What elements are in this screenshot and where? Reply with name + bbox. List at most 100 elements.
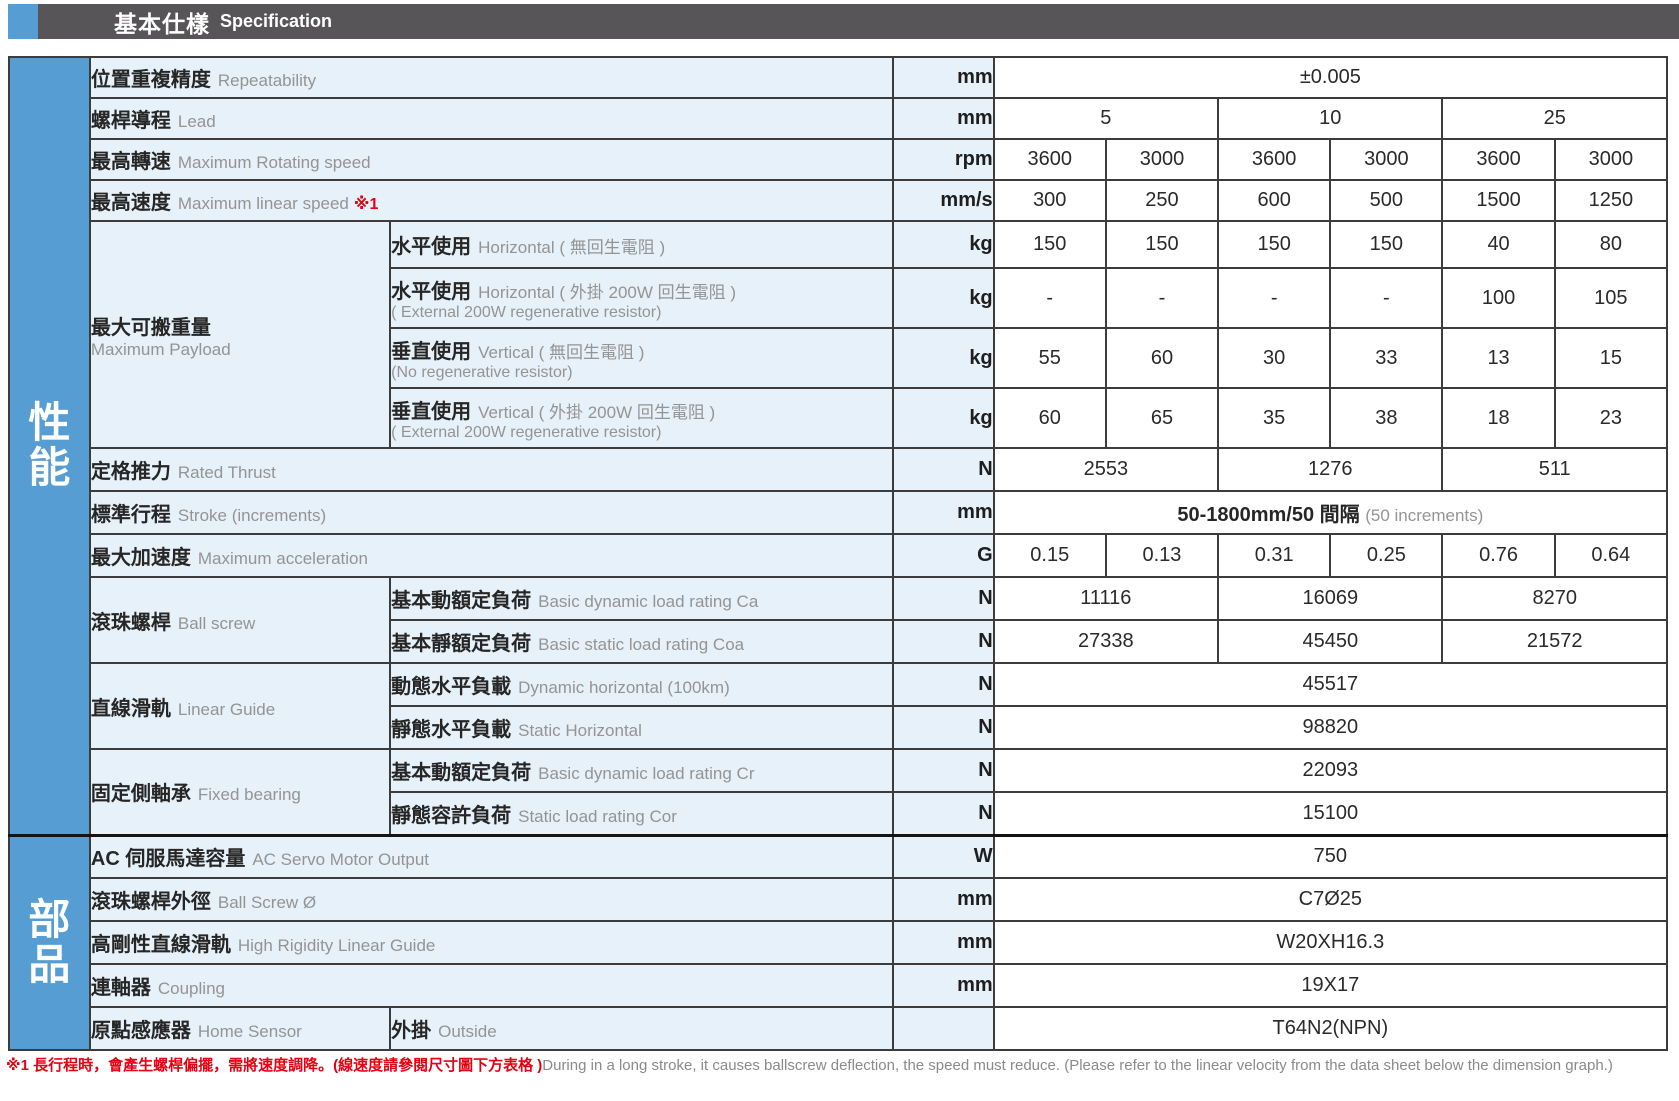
value-cell: 11116 xyxy=(992,576,1220,621)
row-label-max-speed: 最高速度 Maximum linear speed ※1 xyxy=(88,179,894,222)
value-cell: 23 xyxy=(1553,387,1669,449)
value-cell: 3000 xyxy=(1104,138,1220,181)
value-cell: T64N2(NPN) xyxy=(992,1006,1669,1051)
table-row: 最大可搬重量 Maximum Payload 水平使用 Horizontal ( … xyxy=(9,220,1669,449)
unit-cell: N xyxy=(891,791,995,836)
value-cell: 0.25 xyxy=(1329,533,1444,578)
label-en: Lead xyxy=(177,112,216,131)
footnote-text-en: During in a long stroke, it causes balls… xyxy=(542,1057,1613,1074)
accent-square xyxy=(8,4,38,39)
table-row: 滾珠螺桿外徑 Ball Screw Ø mm C7Ø25 xyxy=(9,877,1669,922)
unit-cell: N xyxy=(891,619,995,664)
table-row: 螺桿導程 Lead mm 5 10 25 xyxy=(9,97,1668,140)
label-zh: 直線滑軌 xyxy=(90,697,171,720)
value-cell: 0.31 xyxy=(1217,533,1332,578)
label-zh: 外掛 xyxy=(391,1020,432,1042)
label-zh: 靜態水平負載 xyxy=(391,719,512,741)
value-cell: 3000 xyxy=(1553,138,1669,181)
row-label-servo-output: AC 伺服馬達容量 AC Servo Motor Output xyxy=(88,833,894,879)
row-label-payload-horizontal-ext: 水平使用 Horizontal ( 外掛 200W 回生電阻 ) ( Extern… xyxy=(389,267,894,329)
group-label-linear-guide: 直線滑軌 Linear Guide xyxy=(88,662,392,750)
value-cell: 0.15 xyxy=(992,533,1107,578)
table-row: 固定側軸承 Fixed bearing 基本動額定負荷 Basic dynamic … xyxy=(9,748,1669,836)
footnote-text-zh: ※1 長行程時，會產生螺桿偏擺，需將速度調降。(線速度請參閱尺寸圖下方表格 ) xyxy=(6,1057,543,1074)
table-row: 直線滑軌 Linear Guide 動態水平負載 Dynamic horizonta… xyxy=(9,662,1669,750)
value-cell: 600 xyxy=(1217,179,1332,222)
value-cell: 15 xyxy=(1553,327,1669,389)
label-en: Fixed bearing xyxy=(197,785,301,805)
value-cell: 27338 xyxy=(992,619,1220,664)
unit-cell: mm xyxy=(891,56,995,99)
label-en: Dynamic horizontal (100km) xyxy=(518,678,730,697)
row-label-home-sensor: 原點感應器 Home Sensor xyxy=(88,1006,392,1051)
value-cell: 511 xyxy=(1441,447,1668,492)
label-zh: 垂直使用 xyxy=(391,340,472,363)
label-en: Vertical ( 外掛 200W 回生電阻 ) xyxy=(478,402,716,422)
label-en: Ball screw xyxy=(177,613,256,633)
table-row: 性能 位置重複精度 Repeatability mm ±0.005 xyxy=(8,56,1669,836)
label-en2: ( External 200W regenerative resistor) xyxy=(391,423,662,441)
value-cell: 3600 xyxy=(1217,138,1332,181)
value-cell: 150 xyxy=(1329,220,1444,269)
value-cell: 300 xyxy=(992,179,1107,222)
row-label-payload-vertical-ext: 垂直使用 Vertical ( 外掛 200W 回生電阻 ) ( External… xyxy=(389,387,894,449)
value-cell: 2553 xyxy=(992,447,1220,492)
label-zh: 動態水平負載 xyxy=(391,676,512,698)
label-zh: 最高速度 xyxy=(90,192,171,214)
page-title-zh: 基本仕樣 xyxy=(114,10,210,37)
stroke-value-sub: (50 increments) xyxy=(1365,506,1484,525)
unit-cell xyxy=(891,1006,995,1051)
row-label-dynamic-cr: 基本動額定負荷 Basic dynamic load rating Cr xyxy=(389,748,894,793)
side-band-parts: 部品 xyxy=(8,833,91,1051)
label-zh: 定格推力 xyxy=(90,461,171,483)
section-header: 基本仕樣 Specification xyxy=(8,4,1679,39)
group-label-payload: 最大可搬重量 Maximum Payload xyxy=(88,220,392,449)
specification-table: 性能 位置重複精度 Repeatability mm ±0.005 螺桿導程 Lea… xyxy=(8,56,1669,1051)
value-cell: 13 xyxy=(1441,327,1556,389)
table-row: 最高速度 Maximum linear speed ※1 mm/s 300 250 … xyxy=(9,179,1669,222)
side-label-parts: 部品 xyxy=(28,896,71,988)
value-cell: C7Ø25 xyxy=(992,877,1669,922)
label-en: AC Servo Motor Output xyxy=(252,850,430,870)
row-label-rated-thrust: 定格推力 Rated Thrust xyxy=(88,447,894,492)
label-en: Maximum linear speed xyxy=(177,194,349,213)
value-cell: 33 xyxy=(1329,327,1444,389)
unit-cell: mm xyxy=(891,490,995,535)
table-row: 最大加速度 Maximum acceleration G 0.15 0.13 0.… xyxy=(9,533,1669,578)
unit-cell: mm xyxy=(891,97,995,140)
label-en: Ball Screw Ø xyxy=(217,893,317,912)
value-cell: 750 xyxy=(992,833,1669,879)
unit-cell: kg xyxy=(891,327,995,389)
label-en2: (No regenerative resistor) xyxy=(391,363,573,381)
row-label-dynamic-ca: 基本動額定負荷 Basic dynamic load rating Ca xyxy=(389,576,894,621)
unit-cell: N xyxy=(891,748,995,793)
label-en: Repeatability xyxy=(217,71,317,90)
value-cell: 60 xyxy=(1104,327,1220,389)
value-cell: 21572 xyxy=(1441,619,1668,664)
label-en: Basic dynamic load rating Cr xyxy=(538,764,755,783)
row-label-lead: 螺桿導程 Lead xyxy=(88,97,894,140)
value-cell: 22093 xyxy=(992,748,1669,793)
label-zh: 靜態容許負荷 xyxy=(391,804,512,827)
value-cell: 1250 xyxy=(1553,179,1669,222)
label-en: Basic static load rating Coa xyxy=(538,635,745,654)
label-en: Rated Thrust xyxy=(177,463,276,482)
row-label-static-horizontal: 靜態水平負載 Static Horizontal xyxy=(389,705,894,750)
label-en: Home Sensor xyxy=(197,1022,302,1041)
label-en: Coupling xyxy=(157,979,225,998)
value-cell: 16069 xyxy=(1217,576,1444,621)
value-cell: 50-1800mm/50 間隔 (50 increments) xyxy=(992,490,1669,535)
value-cell: 150 xyxy=(1104,220,1220,269)
page-title-en: Specification xyxy=(220,11,333,31)
row-label-dynamic-horizontal: 動態水平負載 Dynamic horizontal (100km) xyxy=(389,662,894,707)
unit-cell: N xyxy=(891,576,995,621)
value-cell: 10 xyxy=(1217,97,1444,140)
value-cell: 3000 xyxy=(1329,138,1444,181)
value-cell: 55 xyxy=(992,327,1107,389)
label-zh: 垂直使用 xyxy=(391,400,472,423)
label-zh: 滾珠螺桿 xyxy=(90,611,171,634)
unit-cell: rpm xyxy=(891,138,995,181)
label-zh: 水平使用 xyxy=(391,236,472,258)
value-cell: 105 xyxy=(1553,267,1669,329)
label-zh: 最高轉速 xyxy=(90,151,171,173)
